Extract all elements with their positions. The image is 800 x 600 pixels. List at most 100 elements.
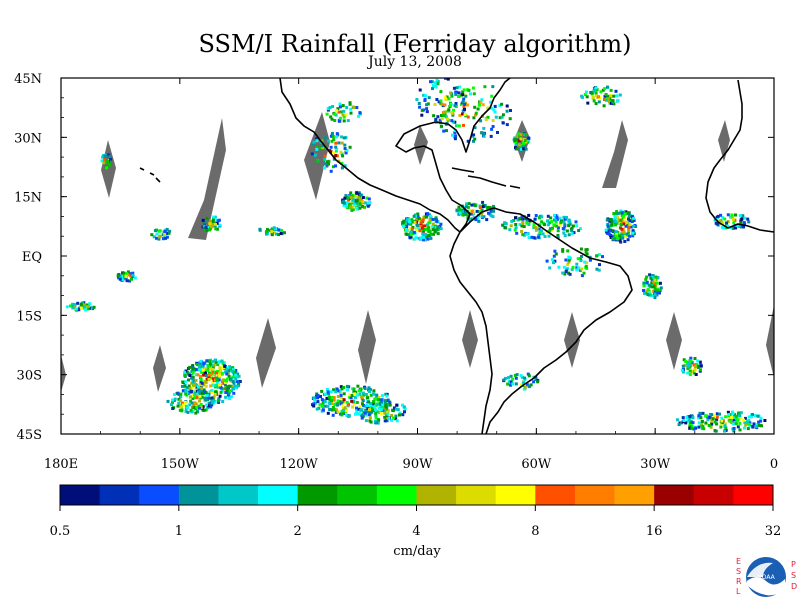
rain-cell [170,401,174,405]
rain-cell [336,154,339,158]
rain-cell [622,222,626,226]
rain-cell [179,399,183,403]
rain-cell [619,209,623,213]
rain-cell [332,408,336,412]
rain-cell [522,225,526,228]
rain-cell [759,419,763,423]
rain-cell [552,261,555,265]
rain-cell [327,395,331,399]
rain-cell [312,402,316,406]
rain-cell [489,214,493,218]
rain-cell [515,231,519,235]
rain-cell [519,137,523,141]
rain-cell [337,110,341,114]
rain-cell [712,414,716,418]
rain-cell [339,396,343,400]
rain-cell [177,401,181,405]
rain-cell [586,101,590,105]
rain-cell [463,102,467,106]
rain-cell [466,115,470,119]
rain-cell [363,387,367,391]
rain-cell [344,151,348,155]
rain-cell [331,413,335,417]
rain-cell [415,98,419,101]
lon-tick-label: 30W [640,457,671,472]
rain-cell [191,371,195,375]
rain-cell [409,230,413,234]
rain-cell [489,100,493,104]
rain-cell [358,405,362,408]
rain-cell [697,414,701,418]
rain-cell [353,392,357,396]
rain-cell [345,201,349,205]
rain-cell [514,143,518,147]
rain-cell [597,268,601,272]
rain-cell [521,221,525,225]
rain-cell [226,393,230,397]
rain-cell [358,199,362,203]
rain-cell [130,277,133,281]
rain-cell [336,389,340,393]
rain-cell [532,380,536,384]
rain-cell [228,365,231,369]
rain-cell [280,229,284,233]
rain-cell [489,106,493,110]
rain-cell [222,381,226,385]
rain-cell [508,228,512,232]
rain-cell [351,405,355,409]
rain-cell [372,389,376,393]
rain-cell [360,395,364,399]
rain-cell [690,427,694,430]
rain-cell [453,131,457,135]
rain-cell [646,293,650,296]
rain-cell [364,419,368,423]
coastline-layer [139,78,774,434]
rain-cell [360,416,364,420]
rain-cell [514,138,518,142]
rain-cell [365,196,369,200]
rain-cell [682,419,686,422]
rain-cell [707,415,711,419]
rain-cell [732,221,736,225]
rain-cell [233,384,237,388]
rain-cell [486,106,490,110]
rain-cell [344,113,348,117]
rain-cell [410,218,414,222]
rain-cell [333,112,337,116]
rain-cell [356,384,360,388]
rain-cell [678,421,682,425]
rain-cell [195,396,199,400]
swath-gap [666,312,682,370]
rain-cell [315,159,319,163]
rain-cell [534,214,538,217]
rain-cell [200,391,204,395]
rain-cell [564,270,568,273]
rain-cell [480,212,483,216]
rain-cell [374,397,378,401]
rain-cell [567,233,571,237]
rain-cell [511,377,515,381]
rain-cell [355,401,359,404]
rain-cell [724,428,728,432]
rain-cell [214,222,217,226]
rain-cell [650,283,654,287]
rain-cell [204,398,208,402]
rain-cell [699,364,703,368]
rain-cell [358,206,362,210]
rain-cell [434,85,437,88]
rain-cell [394,414,398,418]
rain-cell [457,205,461,209]
rain-cell [361,391,365,395]
rain-cell [422,93,426,97]
rain-cell [747,220,751,224]
rain-cell [579,227,582,231]
rain-cell [616,237,620,241]
rain-cell [516,132,520,136]
rain-cell [198,391,202,394]
rain-cell [650,294,654,298]
rain-cell [339,402,343,406]
rain-cell [191,380,195,384]
rain-cell [429,236,433,240]
rain-cell [733,413,737,417]
rain-cell [692,427,696,431]
